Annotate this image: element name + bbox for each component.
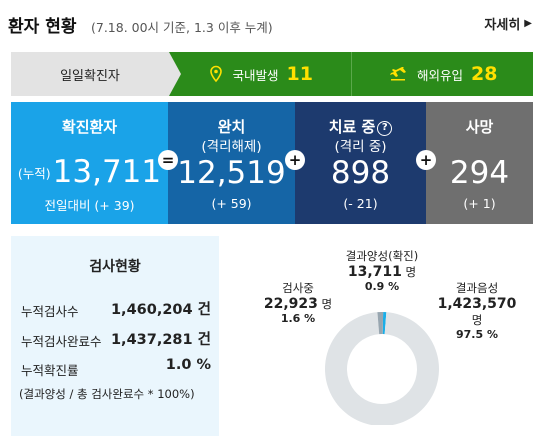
test-status-title: 검사현황 (89, 259, 141, 275)
overseas-cases: 해외유입 28 (350, 52, 533, 96)
negative-label: 결과음성 (455, 281, 499, 295)
confirmed-prefix: (누적) (17, 165, 51, 181)
domestic-value: 11 (286, 63, 313, 85)
test-row-value: 1,460,204 건 (110, 302, 211, 318)
test-row-value: 1,437,281 건 (110, 332, 211, 348)
details-link-label: 자세히 (484, 18, 521, 33)
positive-value: 13,711 (347, 264, 402, 280)
deaths-value: 294 (449, 155, 510, 191)
plus-icon: + (416, 150, 436, 170)
overseas-label: 해외유입 (417, 67, 464, 83)
testing-unit: 명 (321, 297, 333, 311)
positive-unit: 명 (405, 265, 417, 279)
plus-icon: + (285, 150, 305, 170)
negative-pct: 97.5 % (456, 328, 498, 341)
treating-title-line: 치료 중? (295, 116, 426, 137)
treating-title: 치료 중 (328, 118, 376, 136)
test-summary: 검사현황 누적검사수 1,460,204 건 누적검사완료수 1,437,281… (11, 236, 219, 436)
confirmed-panel: 확진환자 (누적)13,711 전일대비 (+ 39) (11, 102, 168, 224)
treating-panel: 치료 중? (격리 중) 898 (- 21) (295, 102, 426, 224)
deaths-change: (+ 1) (463, 196, 496, 211)
negative-unit: 명 (471, 313, 483, 327)
daily-confirmed-bar: 일일확진자 국내발생 11 해외유입 28 (11, 52, 533, 96)
positive-pct: 0.9 % (364, 280, 400, 293)
airplane-icon (390, 67, 407, 81)
treating-value: 898 (330, 155, 391, 191)
patient-stats: 확진환자 (누적)13,711 전일대비 (+ 39) 완치 (격리해제) 12… (11, 102, 533, 224)
testing-label-block: 검사중 22,923 명 1.6 % (255, 280, 341, 325)
test-result-donut-chart (325, 312, 439, 425)
released-subtitle: (격리해제) (201, 139, 262, 155)
test-row-label: 누적검사수 (21, 304, 79, 319)
released-panel: 완치 (격리해제) 12,519 (+ 59) (168, 102, 295, 224)
confirmed-change: 전일대비 (+ 39) (44, 198, 135, 213)
location-pin-icon (209, 65, 222, 83)
positive-label: 결과양성(확진) (345, 249, 419, 263)
page-title: 환자 현황 (8, 17, 77, 37)
confirmed-title: 확진환자 (61, 118, 118, 136)
details-link[interactable]: 자세히 ▶ (484, 14, 532, 33)
confirmed-value: 13,711 (52, 154, 162, 190)
negative-slice (325, 312, 439, 425)
test-result-chart: 결과양성(확진) 13,711 명 0.9 % 검사중 22,923 명 1.6… (219, 236, 533, 436)
testing-label: 검사중 (282, 281, 314, 295)
deaths-title: 사망 (465, 118, 494, 136)
domestic-cases: 국내발생 11 (169, 52, 351, 96)
treating-change: (- 21) (343, 196, 378, 211)
treating-subtitle: (격리 중) (334, 139, 387, 155)
test-status-panel: 검사현황 누적검사수 1,460,204 건 누적검사완료수 1,437,281… (11, 236, 533, 436)
page-header: 환자 현황 (7.18. 00시 기준, 1.3 이후 누계) 자세히 ▶ (0, 0, 544, 46)
negative-value: 1,423,570 (437, 296, 517, 312)
equals-icon: = (158, 150, 178, 170)
daily-confirmed-label: 일일확진자 (11, 52, 181, 96)
domestic-label: 국내발생 (232, 67, 279, 83)
page-subtitle: (7.18. 00시 기준, 1.3 이후 누계) (91, 20, 273, 35)
positive-slice (382, 312, 387, 335)
released-value: 12,519 (177, 155, 286, 191)
help-icon[interactable]: ? (377, 121, 393, 136)
test-row-label: 누적확진률 (21, 363, 79, 378)
released-change: (+ 59) (211, 196, 252, 211)
deaths-panel: 사망 294 (+ 1) (426, 102, 533, 224)
released-title: 완치 (217, 118, 246, 136)
chevron-right-icon: ▶ (524, 18, 532, 29)
test-row-label: 누적검사완료수 (21, 334, 102, 349)
overseas-value: 28 (471, 63, 498, 85)
testing-value: 22,923 (263, 296, 318, 312)
testing-slice (377, 312, 384, 335)
test-row-value: 1.0 % (165, 357, 211, 373)
confirmed-value-line: (누적)13,711 (11, 155, 168, 191)
negative-label-block: 결과음성 1,423,570 명 97.5 % (431, 280, 523, 341)
positivity-formula: (결과양성 / 총 검사완료수 * 100%) (19, 387, 195, 401)
positive-label-block: 결과양성(확진) 13,711 명 0.9 % (327, 248, 437, 293)
testing-pct: 1.6 % (280, 312, 316, 325)
